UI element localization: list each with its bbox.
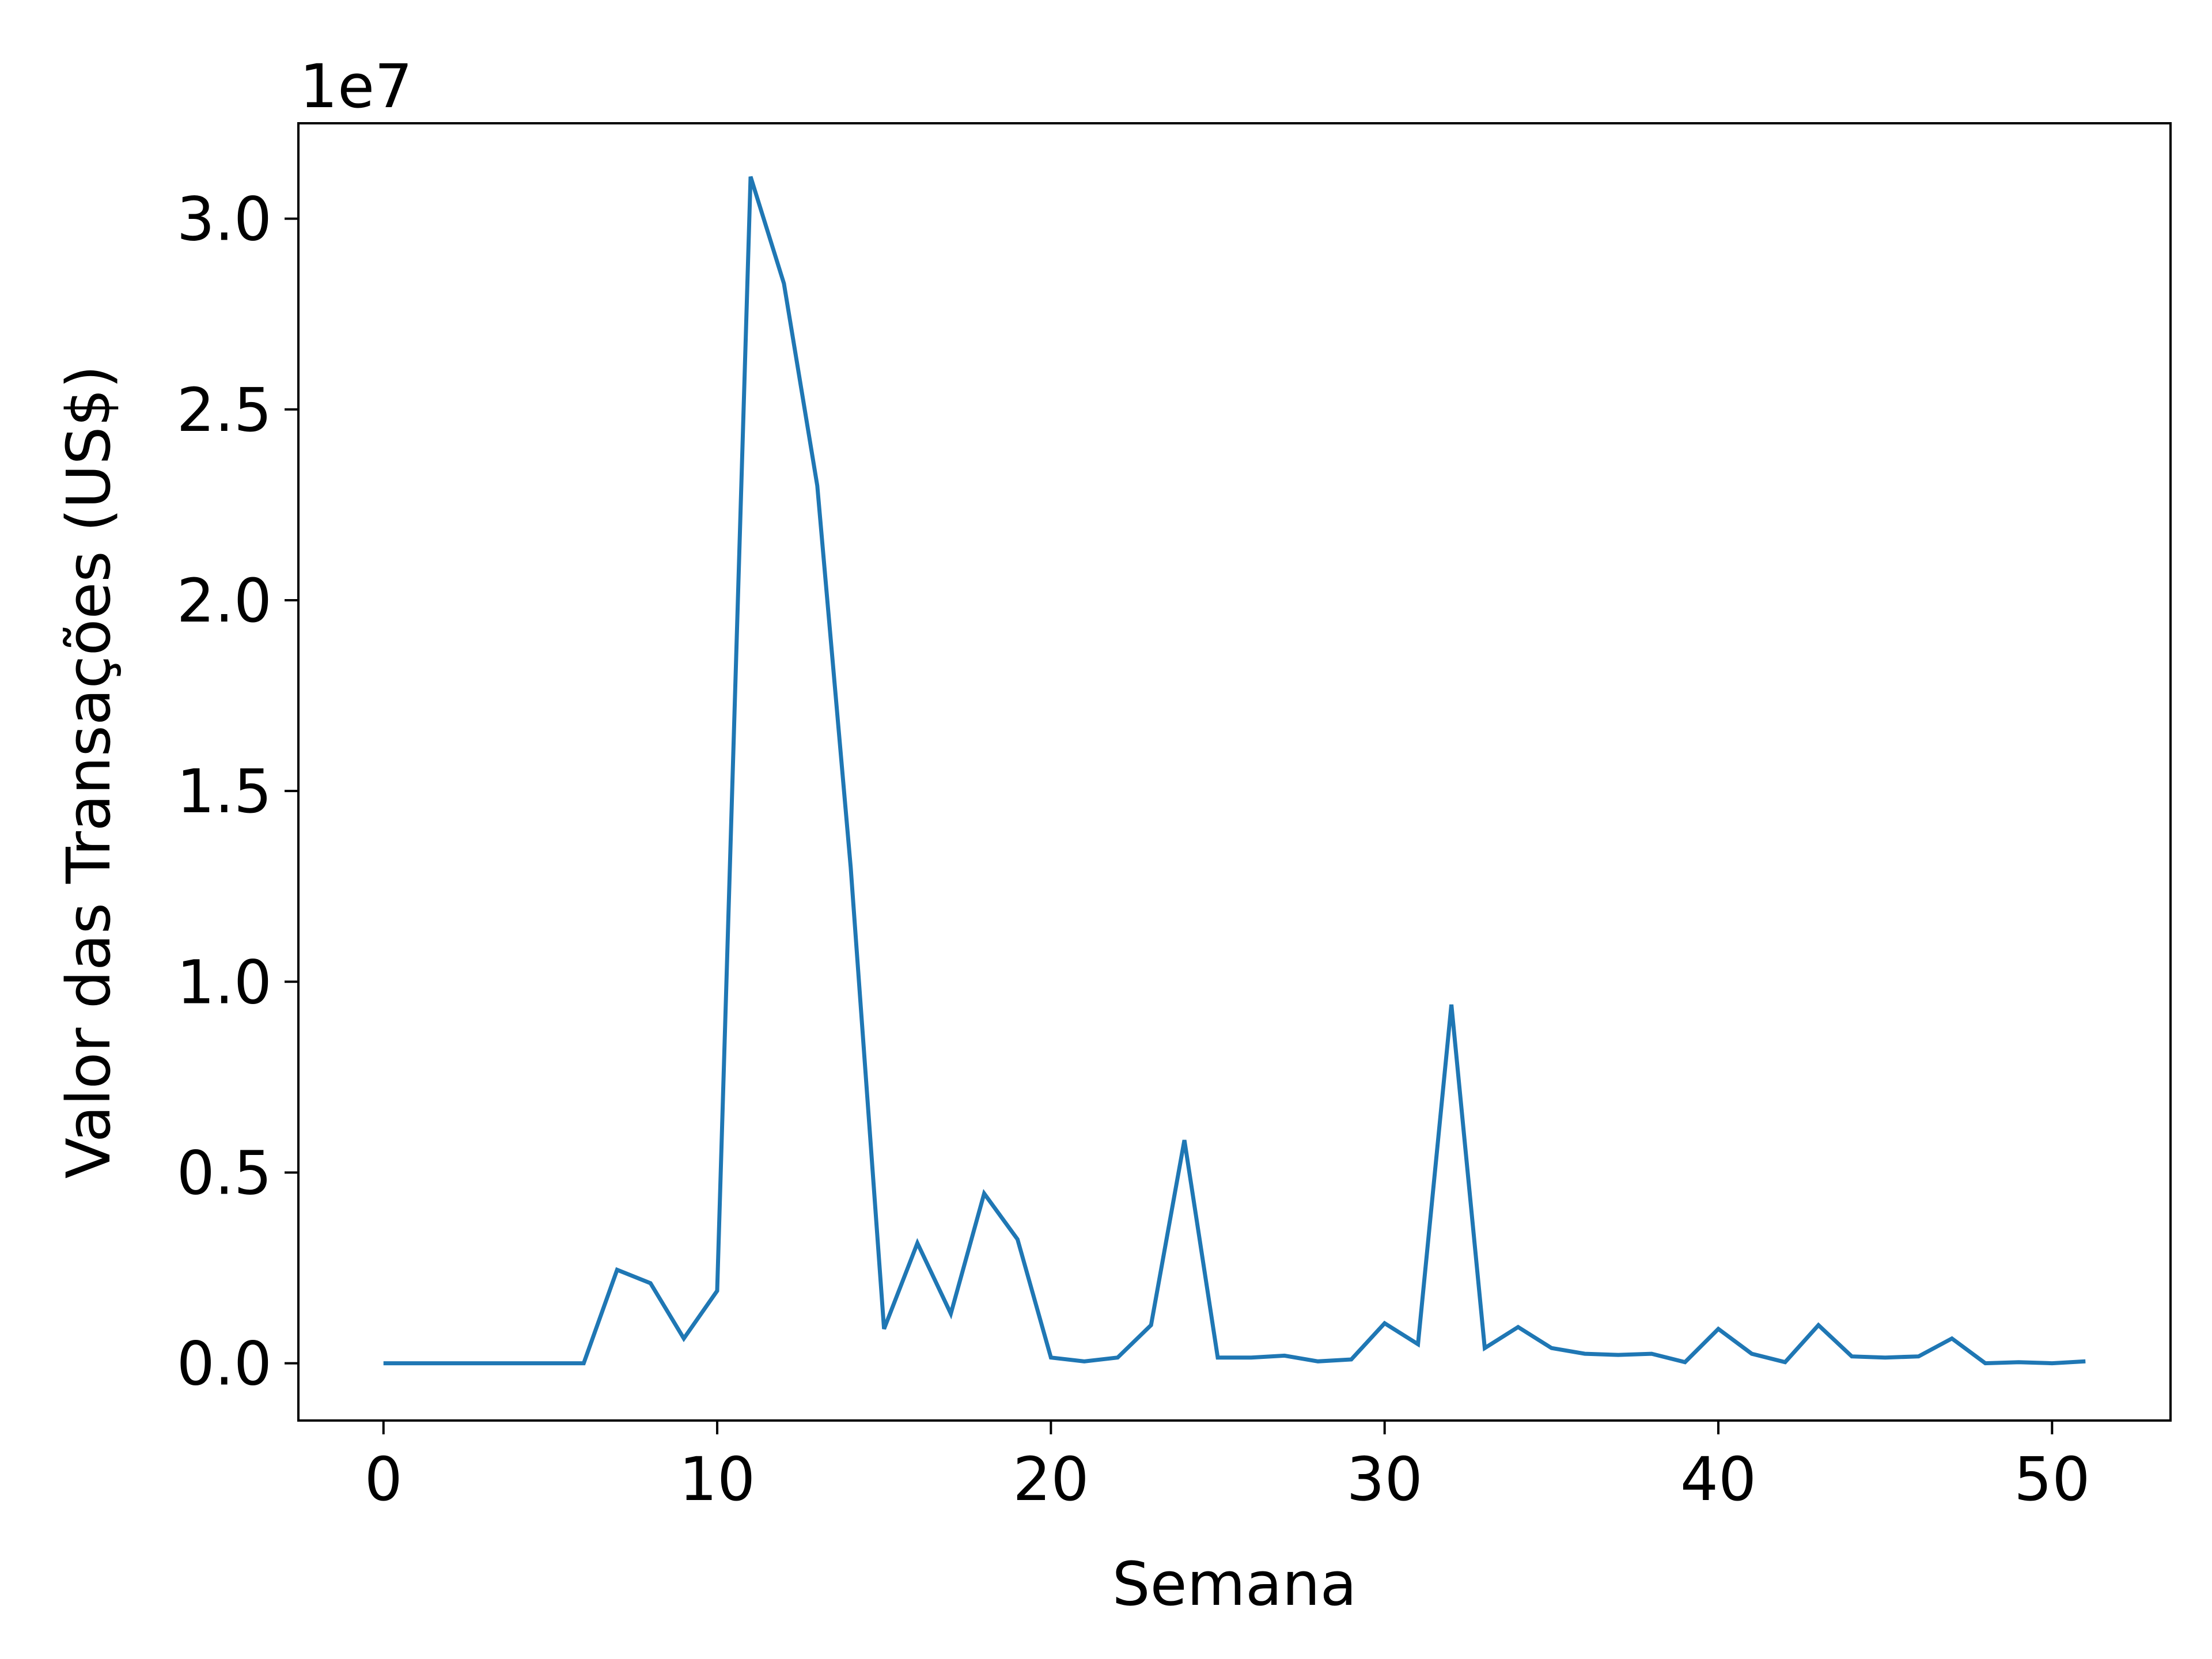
x-axis-ticks: 0 10 20 30 40 50 xyxy=(365,1421,2090,1514)
y-tick-label: 3.0 xyxy=(177,184,272,255)
x-tick-label: 0 xyxy=(365,1444,403,1514)
y-tick-label: 2.5 xyxy=(177,375,272,445)
plot-frame xyxy=(297,122,2172,1422)
x-tick-label: 10 xyxy=(679,1444,755,1514)
y-axis-ticks: 0.0 0.5 1.0 1.5 2.0 2.5 3.0 xyxy=(177,184,298,1399)
y-tick-label: 1.0 xyxy=(177,947,272,1017)
y-tick-label: 1.5 xyxy=(177,756,272,827)
x-tick-label: 30 xyxy=(1347,1444,1423,1514)
y-axis-label: Valor das Transações (US$) xyxy=(54,365,124,1179)
x-axis-label: Semana xyxy=(1112,1549,1357,1619)
series-layer xyxy=(383,176,2086,1366)
y-tick-label: 2.0 xyxy=(177,566,272,636)
y-tick-label: 0.0 xyxy=(177,1329,272,1399)
x-tick-label: 20 xyxy=(1013,1444,1089,1514)
series-line xyxy=(383,176,2086,1366)
y-tick-label: 0.5 xyxy=(177,1138,272,1208)
x-tick-label: 40 xyxy=(1680,1444,1756,1514)
y-offset-label: 1e7 xyxy=(300,51,412,122)
x-tick-label: 50 xyxy=(2014,1444,2090,1514)
